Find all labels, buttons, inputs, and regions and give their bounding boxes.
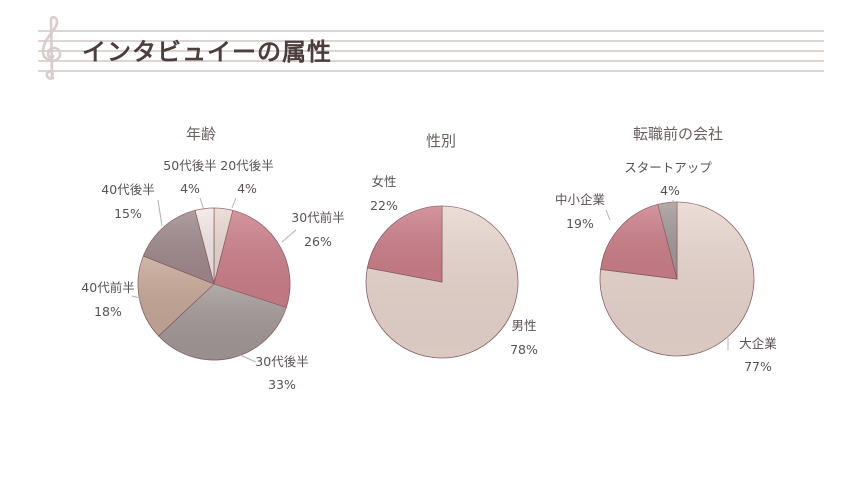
pie-slice-shading: [367, 206, 442, 282]
leader-line: [605, 209, 611, 221]
slice-category-label: 中小企業: [555, 192, 606, 207]
slice-category-label: 40代後半: [101, 182, 154, 197]
slice-labels: 20代後半 4% 30代前半 26% 30代後半 33% 40代前半 18% 40代後半 15% 5…: [81, 158, 777, 392]
slice-percent-label: 22%: [370, 198, 398, 213]
slice-category-label: 30代後半: [255, 354, 308, 369]
slice-percent-label: 4%: [180, 181, 200, 196]
slice-percent-label: 4%: [660, 183, 680, 198]
page-title: インタビュイーの属性: [82, 38, 332, 66]
slice-percent-label: 19%: [566, 216, 594, 231]
chart-title-previous-company: 転職前の会社: [632, 125, 724, 143]
slice-percent-label: 18%: [94, 304, 122, 319]
pie-slice-shading: [138, 256, 214, 337]
pie-age: [137, 207, 291, 361]
slice-category-label: 30代前半: [291, 210, 344, 225]
pie-slice-shading: [195, 208, 214, 284]
slice-percent-label: 33%: [268, 377, 296, 392]
leader-line: [281, 229, 297, 243]
slice-percent-label: 77%: [744, 359, 772, 374]
slice-category-label: 女性: [371, 174, 396, 189]
pie-previous-company: [599, 201, 755, 357]
pie-gender: [365, 205, 519, 359]
pie-slice-shading: [600, 204, 677, 279]
slice-percent-label: 26%: [304, 234, 332, 249]
slice-category-label: 20代後半: [220, 158, 273, 173]
pie-slice-shading: [158, 284, 287, 361]
leader-line: [239, 354, 257, 363]
slice-category-label: 40代前半: [81, 280, 134, 295]
pie-slice-shading: [657, 202, 677, 279]
slice-category-label: 大企業: [739, 336, 777, 351]
pie-slice-shading: [143, 210, 214, 284]
slice-percent-label: 4%: [237, 181, 257, 196]
leader-line: [231, 197, 237, 209]
leader-line: [157, 199, 163, 227]
slice-percent-label: 15%: [114, 206, 142, 221]
pie-slice-shading: [214, 210, 291, 308]
treble-clef-icon: [41, 15, 62, 80]
slice-category-label: 50代後半: [163, 158, 216, 173]
chart-title-age: 年齢: [185, 125, 217, 143]
chart-title-gender: 性別: [425, 132, 457, 150]
slice-percent-label: 78%: [510, 342, 538, 357]
slice-category-label: 男性: [511, 318, 536, 333]
staff-lines: [38, 30, 824, 74]
slice-category-label: スタートアップ: [624, 160, 712, 175]
leader-line: [131, 295, 141, 299]
leader-line: [199, 197, 205, 211]
leader-lines: [131, 197, 729, 363]
